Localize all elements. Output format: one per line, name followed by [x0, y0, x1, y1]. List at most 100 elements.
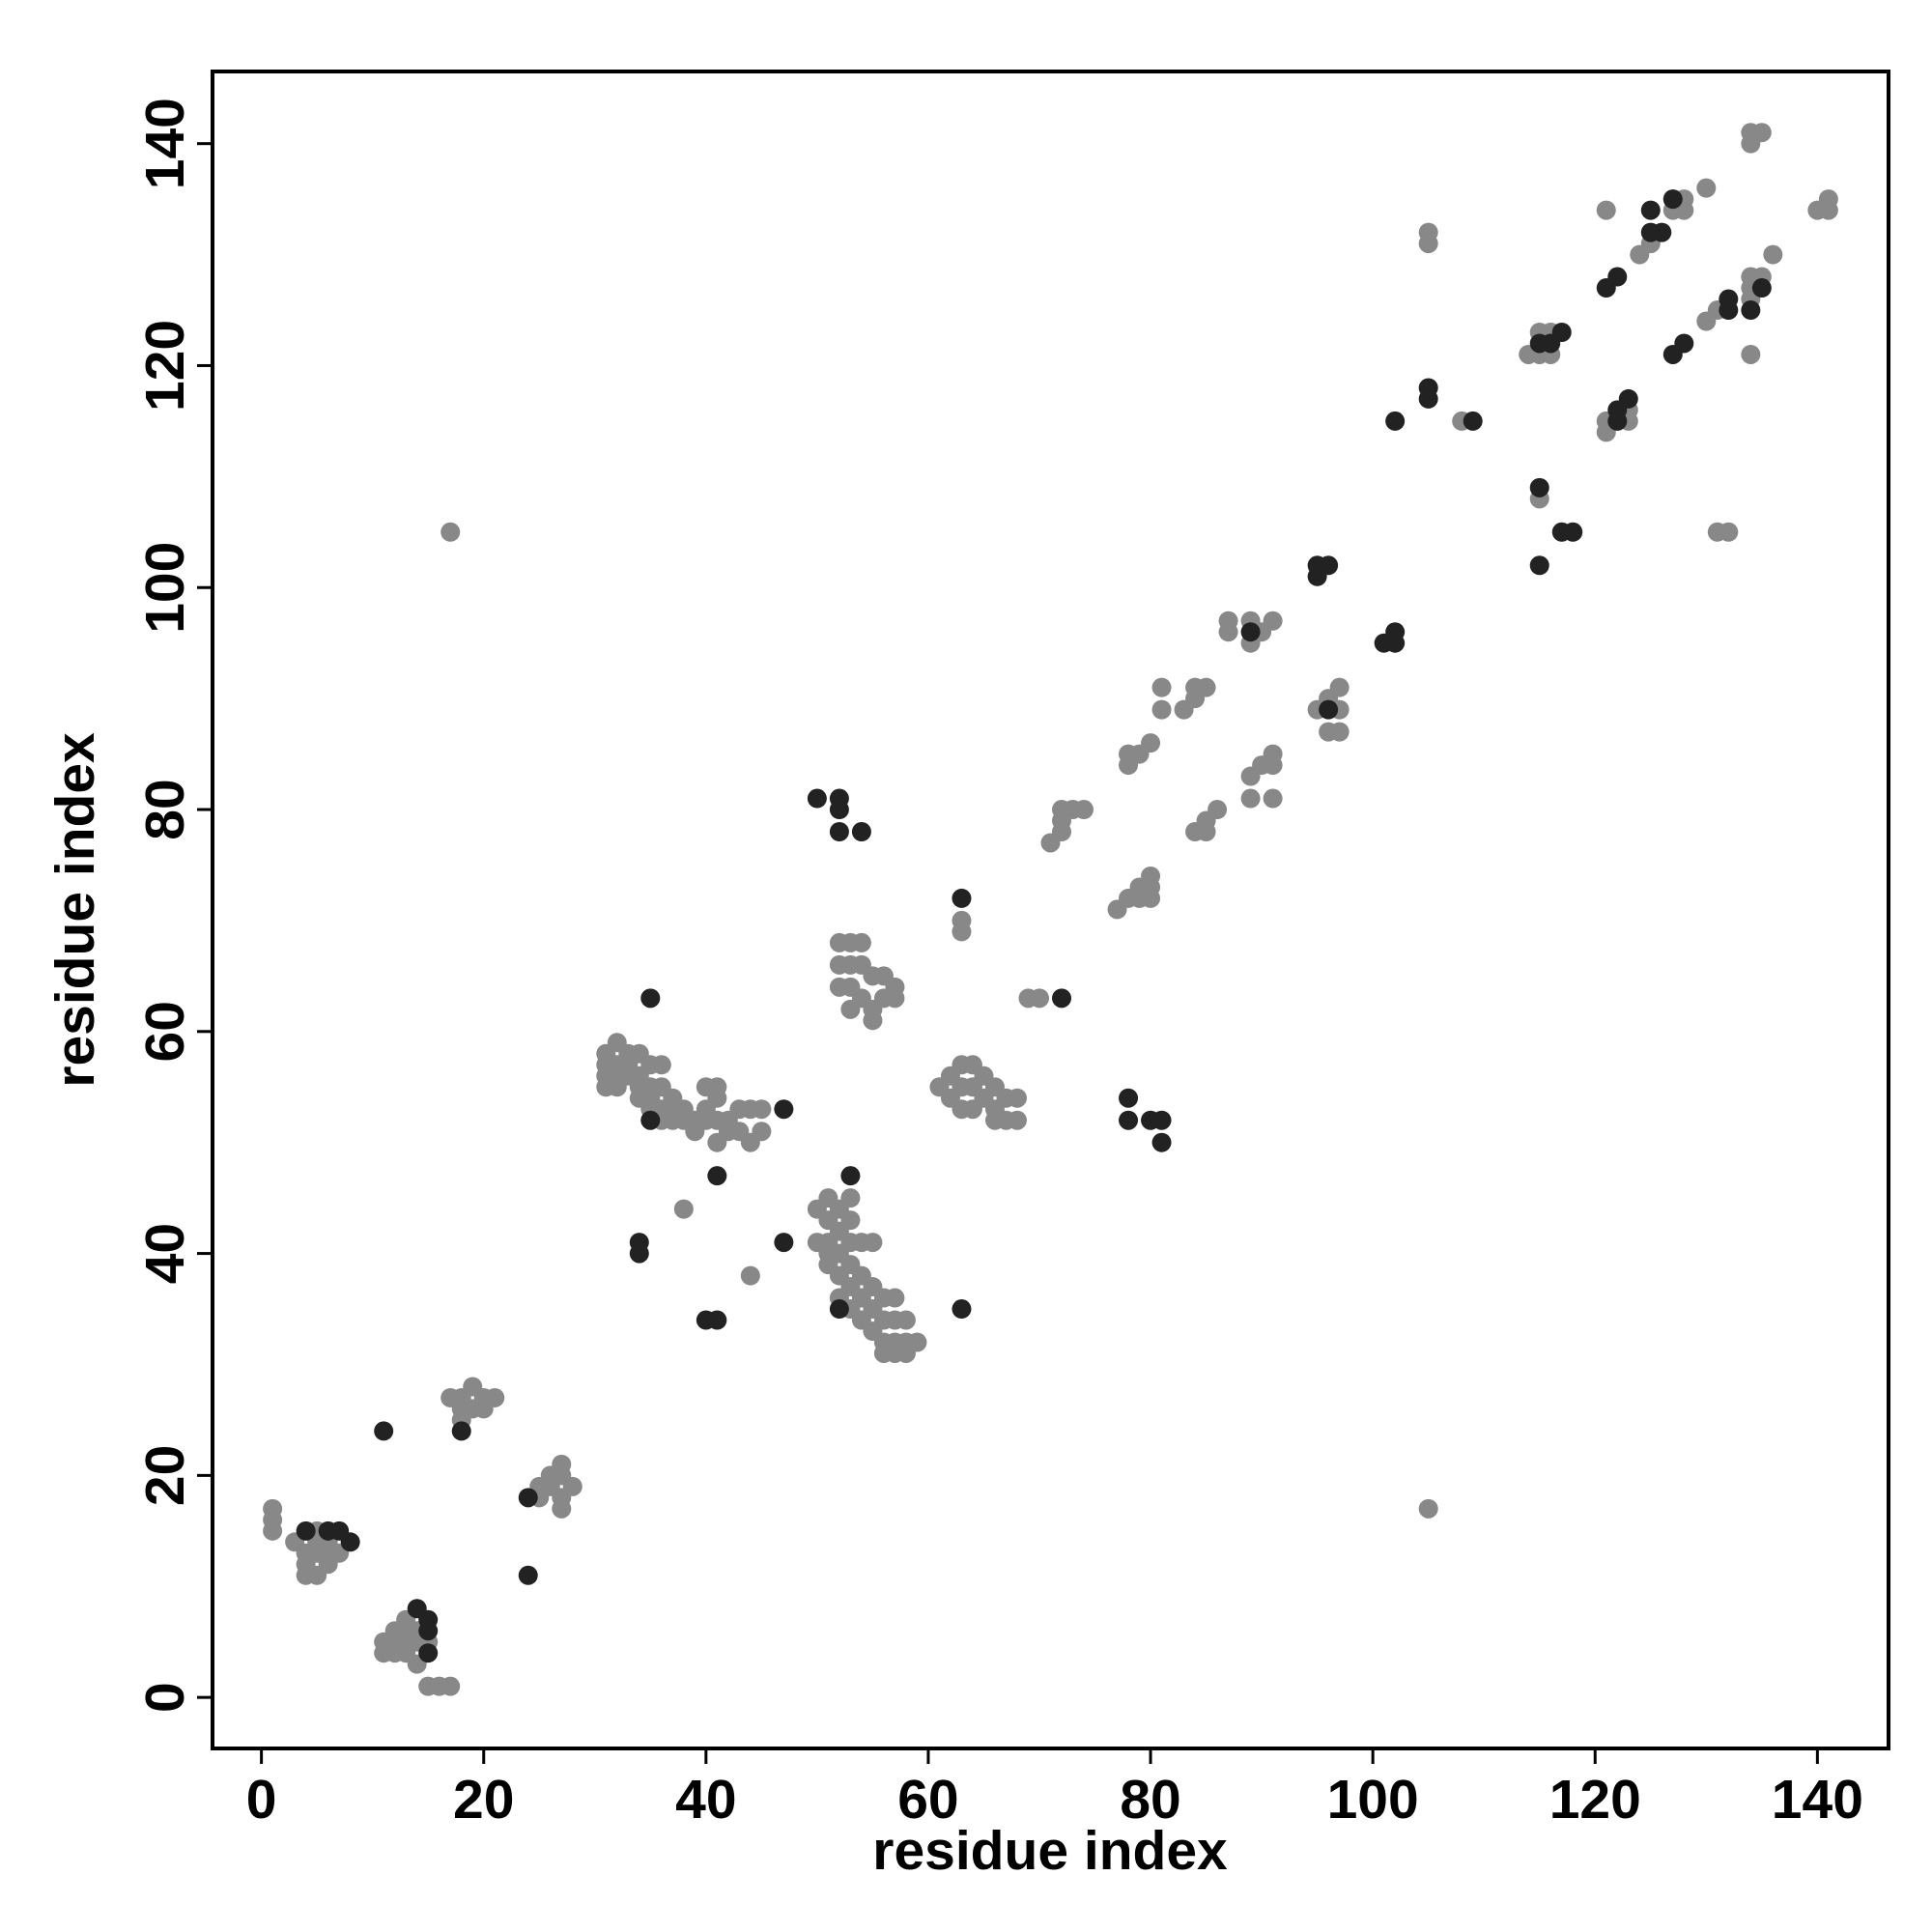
y-tick-label: 40	[134, 1223, 196, 1284]
point	[774, 1099, 794, 1120]
point	[1329, 677, 1350, 697]
point	[1618, 388, 1638, 409]
point	[1263, 788, 1283, 809]
point	[1596, 200, 1616, 220]
x-tick-label: 40	[675, 1769, 736, 1831]
point	[1240, 622, 1261, 642]
point	[863, 1010, 883, 1031]
point	[640, 988, 661, 1009]
point	[1696, 178, 1717, 198]
x-tick-label: 100	[1327, 1769, 1419, 1831]
point	[1551, 322, 1572, 342]
point	[1029, 988, 1049, 1009]
point	[851, 932, 871, 952]
point	[651, 1055, 671, 1075]
point	[1818, 200, 1838, 220]
point	[1418, 1498, 1438, 1519]
point	[1052, 988, 1072, 1009]
point	[774, 1233, 794, 1253]
point	[1674, 333, 1694, 354]
point	[1385, 622, 1406, 642]
x-tick-label: 80	[1120, 1769, 1180, 1831]
x-axis-title: residue index	[872, 1820, 1228, 1882]
point	[840, 1188, 861, 1208]
point	[1307, 566, 1327, 586]
point	[1141, 733, 1161, 753]
point	[1529, 477, 1549, 497]
point	[807, 788, 827, 809]
point	[1196, 677, 1216, 697]
y-tick-label: 100	[134, 542, 196, 634]
point	[418, 1621, 439, 1641]
y-tick-label: 20	[134, 1445, 196, 1506]
point	[418, 1643, 439, 1663]
y-axis-title: residue index	[44, 732, 106, 1088]
point	[1652, 222, 1672, 242]
point	[263, 1520, 283, 1541]
point	[1563, 522, 1583, 542]
point	[829, 800, 849, 820]
point	[440, 522, 461, 542]
point	[1662, 189, 1683, 210]
point	[518, 1565, 538, 1585]
x-tick-label: 0	[246, 1769, 277, 1831]
point	[1741, 300, 1761, 321]
point	[1640, 200, 1661, 220]
point	[1607, 267, 1628, 287]
point	[851, 822, 871, 842]
point	[640, 1110, 661, 1130]
point	[829, 822, 849, 842]
point	[895, 1310, 916, 1330]
point	[740, 1265, 760, 1286]
point	[518, 1488, 538, 1508]
point	[1385, 411, 1406, 431]
point	[1418, 388, 1438, 409]
point	[907, 1332, 927, 1352]
point	[673, 1199, 694, 1219]
point	[562, 1476, 582, 1496]
point	[1119, 1110, 1139, 1130]
x-tick-label: 140	[1772, 1769, 1863, 1831]
point	[885, 988, 905, 1009]
point	[1007, 1110, 1027, 1130]
point	[1240, 788, 1261, 809]
point	[952, 888, 972, 908]
point	[1741, 344, 1761, 364]
point	[1751, 278, 1772, 298]
point	[1208, 800, 1228, 820]
point	[1763, 244, 1783, 265]
point	[840, 1166, 861, 1186]
y-tick-label: 60	[134, 1001, 196, 1062]
point	[1529, 555, 1549, 576]
point	[451, 1421, 471, 1441]
point	[1719, 522, 1739, 542]
point	[707, 1166, 727, 1186]
point	[1263, 611, 1283, 631]
point	[863, 1233, 883, 1253]
point	[1719, 300, 1739, 321]
point	[1329, 722, 1350, 742]
point	[1151, 699, 1172, 720]
point	[1218, 622, 1238, 642]
point	[1263, 755, 1283, 776]
point	[1463, 411, 1483, 431]
point	[707, 1088, 727, 1108]
point	[1151, 677, 1172, 697]
y-tick-label: 0	[134, 1682, 196, 1713]
point	[296, 1520, 316, 1541]
point	[1119, 1088, 1139, 1108]
point	[440, 1676, 461, 1696]
point	[707, 1310, 727, 1330]
point	[1319, 699, 1339, 720]
point	[1151, 1110, 1172, 1130]
point	[485, 1387, 505, 1407]
point	[885, 1288, 905, 1308]
point	[1751, 123, 1772, 143]
y-tick-label: 120	[134, 320, 196, 412]
x-tick-label: 60	[897, 1769, 958, 1831]
point	[1141, 866, 1161, 886]
point	[952, 922, 972, 942]
point	[552, 1498, 572, 1519]
